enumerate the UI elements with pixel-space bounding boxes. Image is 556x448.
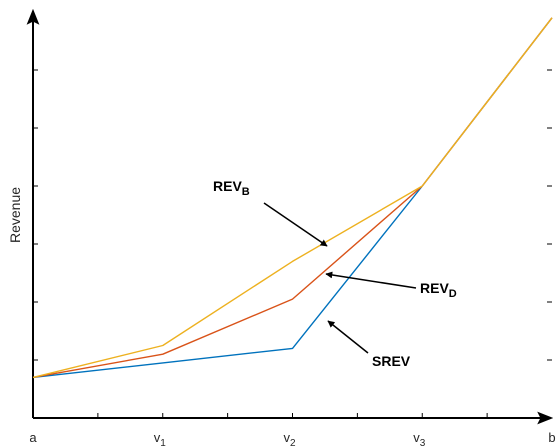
x-tick-label: v3 <box>413 430 426 448</box>
axes <box>26 8 554 425</box>
annotation-srev-arrow <box>327 320 369 354</box>
annotation-rev-d-label: REVD <box>420 280 457 300</box>
series-line-rev-b <box>32 17 553 379</box>
annotation-rev-b-arrow <box>263 202 328 247</box>
series-line-rev-d <box>32 17 553 379</box>
x-tick-label: b <box>548 430 555 445</box>
series-lines <box>32 17 553 379</box>
y-axis-title: Revenue <box>7 187 23 243</box>
x-tick-label: v1 <box>154 430 167 448</box>
axis-ticks <box>33 69 552 418</box>
x-tick-labels: a v1 v2 v3 b <box>29 430 555 448</box>
series-line-srev <box>32 17 553 379</box>
annotation-rev-d-arrow <box>325 271 417 289</box>
x-tick-label: v2 <box>283 430 296 448</box>
annotations: REVB REVD SREV <box>213 178 457 369</box>
annotation-srev-label: SREV <box>372 353 411 369</box>
annotation-rev-b-label: REVB <box>213 178 250 198</box>
x-tick-label: a <box>29 430 37 445</box>
